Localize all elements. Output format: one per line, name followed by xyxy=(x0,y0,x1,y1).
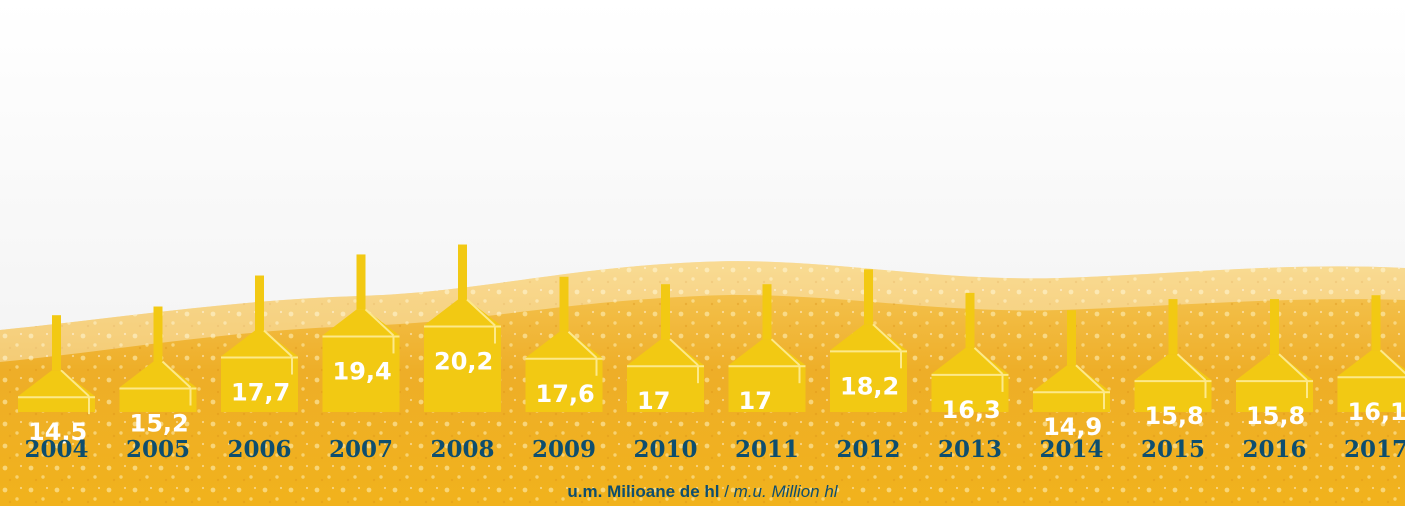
x-tick-label-2009: 2009 xyxy=(532,436,596,463)
bar-pipe-2010 xyxy=(661,284,670,340)
bar-pipe-2016 xyxy=(1270,299,1279,355)
bar-pipe-2009 xyxy=(559,276,569,332)
bar-pipe-2004 xyxy=(52,315,61,371)
value-label-2009: 17,6 xyxy=(536,380,595,408)
bar-pipe-2006 xyxy=(255,275,264,331)
value-label-2010: 17 xyxy=(637,387,670,415)
bar-pipe-2015 xyxy=(1168,299,1178,355)
bar-cone-line-2017 xyxy=(1379,349,1405,375)
unit-note-separator: / xyxy=(719,482,734,501)
x-tick-label-2010: 2010 xyxy=(633,436,697,463)
bar-group-2010: 17 2010 xyxy=(627,284,704,463)
bar-cone-line-2011 xyxy=(770,338,801,366)
bar-group-2017: 16,11 2017 xyxy=(1337,295,1405,463)
value-label-2016: 15,8 xyxy=(1246,402,1305,430)
x-tick-label-2008: 2008 xyxy=(430,436,494,463)
bar-cone-line-2010 xyxy=(669,338,699,366)
value-label-2007: 19,4 xyxy=(333,357,392,385)
bar-2009 xyxy=(525,331,603,412)
bar-cone-line-2016 xyxy=(1278,353,1308,381)
value-label-2015: 15,8 xyxy=(1145,402,1204,430)
bar-pipe-2013 xyxy=(965,292,975,348)
bar-2010 xyxy=(627,339,704,412)
bar-group-2008: 20,2 2008 xyxy=(424,244,501,463)
bar-pipe-2017 xyxy=(1371,295,1381,351)
bar-cone-line-2007 xyxy=(364,308,395,337)
bar-cone-line-2008 xyxy=(466,298,496,327)
bar-pipe-2007 xyxy=(356,254,366,310)
x-tick-label-2011: 2011 xyxy=(735,436,799,463)
bar-cone-line-2006 xyxy=(263,329,293,358)
bar-2017 xyxy=(1337,350,1405,412)
bar-cone-line-2013 xyxy=(973,347,1004,375)
x-tick-label-2005: 2005 xyxy=(126,436,190,463)
bar-2006 xyxy=(221,330,298,412)
x-tick-label-2014: 2014 xyxy=(1039,436,1103,463)
bar-group-2007: 19,4 2007 xyxy=(322,254,400,463)
bar-2011 xyxy=(728,339,806,412)
value-label-2005: 15,2 xyxy=(130,410,189,438)
bar-pipe-2012 xyxy=(864,269,873,325)
bar-2007 xyxy=(322,309,400,412)
bar-group-2012: 18,2 2012 xyxy=(830,269,907,463)
x-tick-label-2013: 2013 xyxy=(938,436,1002,463)
bar-pipe-2008 xyxy=(458,244,467,300)
bar-cone-line-2004 xyxy=(60,369,90,397)
unit-note-ro: u.m. Milioane de hl xyxy=(567,482,720,501)
bar-2008 xyxy=(424,299,501,412)
bar-group-2016: 15,8 2016 xyxy=(1236,299,1313,463)
bar-2014 xyxy=(1033,365,1110,412)
x-tick-label-2006: 2006 xyxy=(227,436,291,463)
value-label-2004: 14,5 xyxy=(28,418,87,446)
value-label-2012: 18,2 xyxy=(840,372,899,400)
value-label-2014: 14,9 xyxy=(1043,413,1102,441)
bar-cone-line-2015 xyxy=(1176,353,1207,381)
value-label-2013: 16,3 xyxy=(942,396,1001,424)
bar-pipe-2005 xyxy=(153,306,163,362)
bar-2012 xyxy=(830,324,907,412)
bar-cone-line-2012 xyxy=(872,323,902,352)
bar-group-2009: 17,6 2009 xyxy=(525,276,603,463)
value-label-2006: 17,7 xyxy=(231,379,290,407)
x-tick-label-2016: 2016 xyxy=(1242,436,1306,463)
bar-group-2015: 15,8 2015 xyxy=(1134,299,1212,463)
unit-note-en: m.u. Million hl xyxy=(733,482,838,501)
bar-group-2006: 17,7 2006 xyxy=(221,275,298,463)
x-tick-label-2017: 2017 xyxy=(1344,436,1405,463)
bar-pipe-2011 xyxy=(762,284,772,340)
x-tick-label-2004: 2004 xyxy=(24,436,88,463)
x-tick-label-2015: 2015 xyxy=(1141,436,1205,463)
value-label-2011: 17 xyxy=(739,387,772,415)
bar-group-2011: 17 2011 xyxy=(728,284,806,463)
bar-2013 xyxy=(931,347,1009,412)
bar-2005 xyxy=(119,361,197,412)
value-label-2008: 20,2 xyxy=(434,348,493,376)
x-tick-label-2012: 2012 xyxy=(836,436,900,463)
bar-cone-line-2014 xyxy=(1075,364,1105,392)
value-label-2017: 16,11 xyxy=(1348,398,1405,426)
bar-2004 xyxy=(18,370,95,412)
bar-pipe-2014 xyxy=(1067,310,1076,366)
bar-cone-line-2005 xyxy=(161,360,192,389)
bar-cone-line-2009 xyxy=(567,331,598,359)
unit-note: u.m. Milioane de hl / m.u. Million hl xyxy=(0,482,1405,502)
x-tick-label-2007: 2007 xyxy=(329,436,393,463)
bar-group-2013: 16,3 2013 xyxy=(931,292,1009,463)
